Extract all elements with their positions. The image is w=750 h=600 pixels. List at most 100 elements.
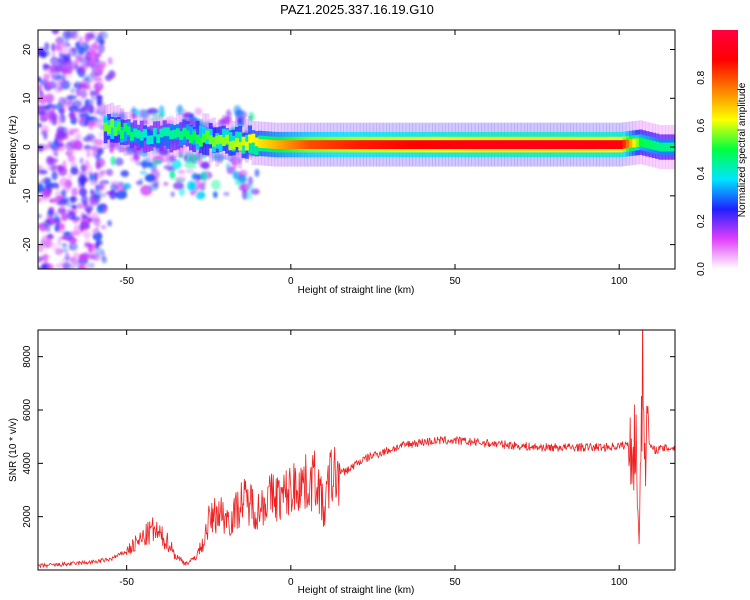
colorbar-tick-label: 0.2: [696, 214, 707, 228]
noise-blob: [92, 54, 98, 64]
snr-panel: -50 0 50 100 2000 4000 6000 8000 Height of stra…: [8, 329, 676, 596]
noise-blob: [41, 101, 46, 108]
transition-blob: [214, 154, 226, 162]
ridge-cell: [192, 131, 197, 141]
noise-blob: [40, 124, 49, 133]
transition-blob: [110, 183, 119, 191]
ridge-cell: [284, 140, 289, 150]
ridge-cell: [366, 140, 371, 150]
noise-blob: [99, 192, 107, 198]
noise-blob: [57, 236, 62, 247]
noise-blob: [42, 62, 48, 72]
transition-blob: [239, 117, 245, 127]
noise-blob: [76, 202, 85, 210]
ridge-cell: [257, 139, 262, 148]
ridge-cell: [363, 140, 367, 150]
ridge-cell: [228, 131, 233, 148]
noise-blob: [78, 187, 88, 197]
transition-blob: [225, 109, 232, 120]
ridge-cell: [514, 140, 518, 150]
ridge-cell: [405, 140, 410, 150]
ridge-cell: [560, 140, 564, 150]
noise-blob: [89, 180, 99, 186]
ridge-cell: [527, 140, 532, 150]
ridge-cell: [675, 139, 679, 155]
ridge-cell: [625, 139, 630, 149]
noise-blob: [38, 196, 42, 203]
ridge-cell: [139, 131, 144, 141]
colorbar-axes: 0.0 0.2 0.4 0.6 0.8: [696, 70, 707, 276]
noise-blob: [68, 149, 74, 156]
noise-blob: [95, 46, 101, 53]
transition-blob: [238, 175, 248, 184]
noise-blob: [89, 189, 95, 195]
ridge-cell: [195, 135, 200, 144]
ridge-cell: [195, 121, 200, 147]
noise-blob: [78, 56, 88, 64]
transition-blob: [152, 159, 163, 165]
noise-blob: [50, 161, 57, 172]
noise-blob: [64, 145, 73, 151]
y-tick-label: 20: [22, 44, 33, 56]
noise-blob: [79, 175, 88, 185]
noise-blob: [57, 200, 66, 206]
ridge-cell: [129, 131, 134, 141]
ridge-cell: [455, 140, 459, 150]
noise-blob: [68, 105, 78, 113]
x-tick-label: 0: [288, 276, 294, 287]
ridge-cell: [402, 140, 407, 150]
ridge-cell: [622, 139, 627, 149]
ridge-cell: [212, 137, 216, 147]
noise-blob: [90, 135, 97, 144]
ridge-cell: [632, 138, 637, 148]
ridge-cell: [307, 140, 312, 150]
x-tick-label: -50: [119, 577, 134, 588]
noise-blob: [45, 183, 55, 191]
transition-blob: [240, 183, 246, 190]
noise-blob: [99, 39, 105, 45]
noise-blob: [59, 189, 68, 196]
ridge-cell: [550, 140, 555, 150]
ridge-cell: [556, 140, 561, 150]
noise-blob: [39, 52, 46, 58]
noise-blob: [62, 261, 71, 269]
transition-blob: [122, 183, 132, 190]
ridge-cell: [629, 139, 633, 148]
ridge-cell: [675, 143, 679, 152]
ridge-cell: [369, 140, 374, 150]
ridge-cell: [225, 134, 230, 144]
noise-blob: [47, 140, 52, 149]
ridge-cell: [448, 140, 453, 150]
ridge-cell: [569, 140, 574, 150]
noise-blob: [56, 142, 64, 148]
noise-blob: [46, 263, 55, 269]
noise-blob: [84, 159, 90, 170]
noise-blob: [43, 238, 53, 248]
transition-blob: [182, 112, 195, 118]
ridge-cell: [481, 140, 486, 150]
noise-blob: [54, 247, 63, 256]
transition-blob: [169, 155, 176, 163]
ridge-cell: [294, 140, 298, 150]
noise-blob: [45, 213, 53, 220]
noise-blob: [83, 144, 92, 150]
noise-blob: [42, 197, 48, 202]
noise-blob: [71, 47, 77, 52]
transition-blob: [109, 189, 117, 200]
ridge-cell: [504, 140, 509, 150]
noise-blob: [98, 181, 107, 191]
ridge-cell: [123, 122, 128, 132]
noise-blob: [93, 40, 98, 49]
transition-blob: [110, 112, 120, 118]
noise-blob: [68, 80, 74, 87]
ridge-cell: [599, 140, 604, 150]
noise-blob: [44, 42, 50, 51]
noise-blob: [38, 122, 42, 128]
colorbar-gradient: [712, 30, 738, 269]
ridge-cell: [438, 140, 443, 150]
transition-blob: [191, 172, 199, 180]
noise-blob: [54, 151, 59, 158]
transition-blob: [149, 111, 162, 123]
ridge-cell: [297, 140, 302, 150]
ridge-cell: [231, 140, 236, 150]
